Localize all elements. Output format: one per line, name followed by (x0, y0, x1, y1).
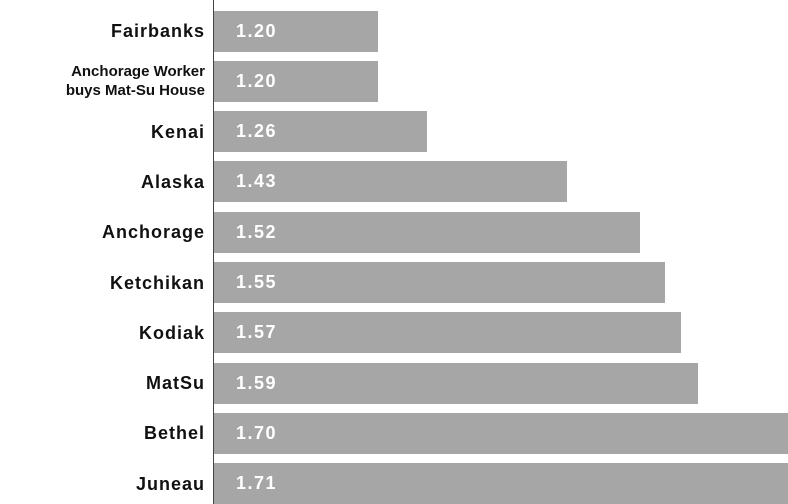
value-label: 1.52 (236, 221, 278, 242)
value-label: 1.43 (236, 171, 278, 192)
category-label: Anchorage (101, 222, 205, 243)
bar (214, 111, 428, 153)
value-label: 1.20 (236, 20, 278, 41)
category-label: Kodiak (138, 322, 205, 343)
bar (214, 312, 682, 354)
value-label: 1.59 (236, 372, 278, 393)
bar (214, 211, 641, 253)
bar (214, 10, 378, 52)
category-label: MatSu (146, 373, 205, 394)
bar (214, 60, 378, 102)
value-label: 1.71 (236, 473, 278, 494)
category-label: Bethel (143, 423, 205, 444)
category-label: Ketchikan (109, 272, 205, 293)
bar (214, 362, 698, 404)
category-label: Fairbanks (110, 21, 205, 41)
value-label: 1.57 (236, 322, 278, 343)
value-label: 1.70 (236, 422, 278, 443)
value-label: 1.20 (236, 70, 278, 91)
bar (214, 463, 788, 504)
category-label: Juneau (135, 473, 205, 494)
category-label: Anchorage Worker buys Mat-Su House (65, 63, 205, 100)
bar (214, 262, 665, 303)
bar (214, 412, 788, 454)
bar (214, 161, 567, 203)
y-axis-line (213, 0, 214, 504)
category-label: Alaska (140, 171, 205, 192)
value-label: 1.26 (236, 121, 278, 142)
category-label: Kenai (150, 121, 205, 142)
value-label: 1.55 (236, 272, 278, 292)
